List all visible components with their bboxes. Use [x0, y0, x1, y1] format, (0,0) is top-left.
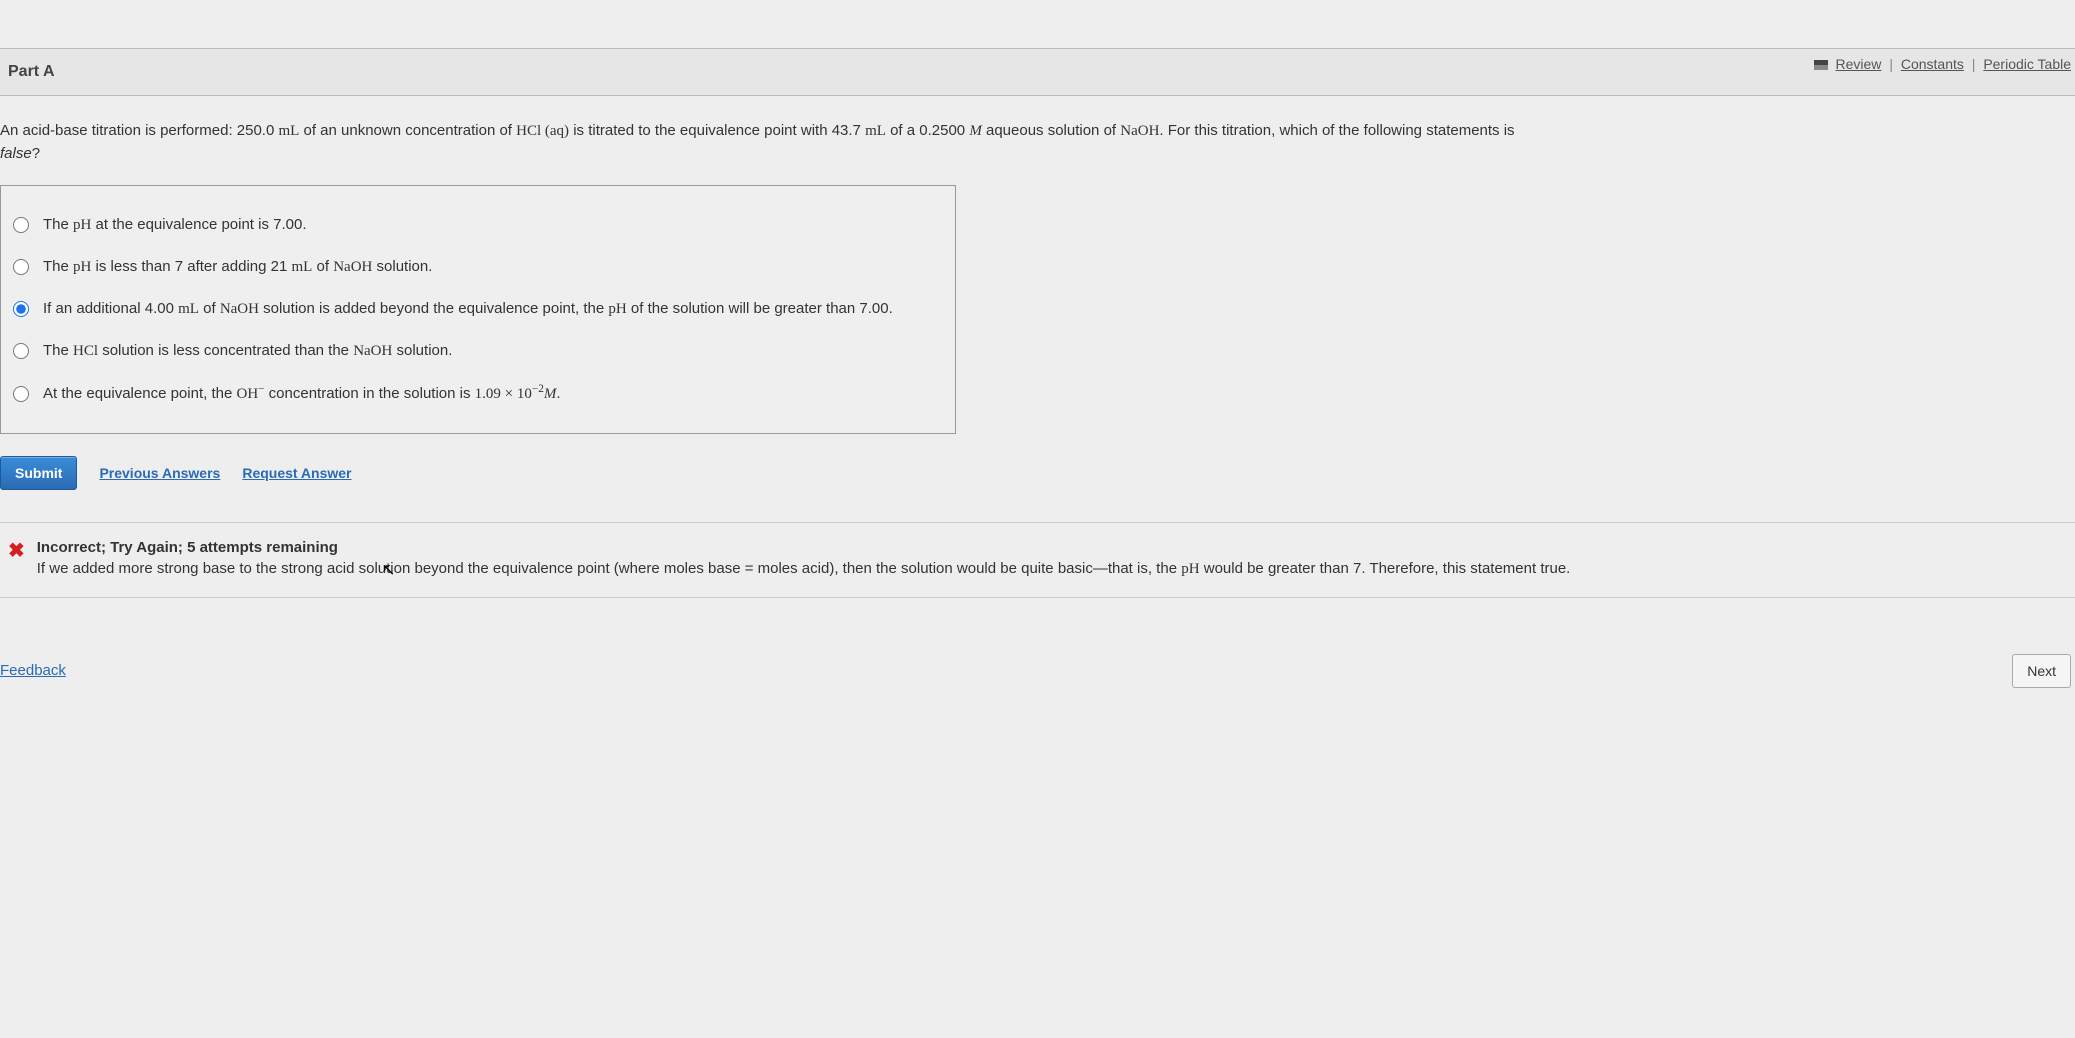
- option-d[interactable]: The HCl solution is less concentrated th…: [13, 330, 943, 372]
- option-a-radio[interactable]: [13, 217, 29, 233]
- option-e[interactable]: At the equivalence point, the OH− concen…: [13, 372, 943, 415]
- option-b[interactable]: The pH is less than 7 after adding 21 mL…: [13, 246, 943, 288]
- review-link[interactable]: Review: [1836, 56, 1882, 72]
- constants-link[interactable]: Constants: [1901, 56, 1964, 72]
- option-b-radio[interactable]: [13, 259, 29, 275]
- option-a[interactable]: The pH at the equivalence point is 7.00.: [13, 204, 943, 246]
- option-c-radio[interactable]: [13, 301, 29, 317]
- bottom-row: Feedback Next: [0, 654, 2075, 688]
- option-e-radio[interactable]: [13, 386, 29, 402]
- request-answer-link[interactable]: Request Answer: [242, 465, 351, 481]
- option-e-label: At the equivalence point, the OH− concen…: [43, 382, 561, 405]
- next-button[interactable]: Next: [2012, 654, 2071, 688]
- feedback-link[interactable]: Feedback: [0, 662, 66, 679]
- answer-options-container: The pH at the equivalence point is 7.00.…: [0, 185, 956, 434]
- question-prompt: An acid-base titration is performed: 250…: [0, 96, 2075, 185]
- option-c-label: If an additional 4.00 mL of NaOH solutio…: [43, 298, 893, 320]
- feedback-title: Incorrect; Try Again; 5 attempts remaini…: [37, 539, 1571, 556]
- option-b-label: The pH is less than 7 after adding 21 mL…: [43, 256, 432, 278]
- feedback-body: If we added more strong base to the stro…: [37, 558, 1571, 581]
- part-label: Part A: [8, 63, 55, 80]
- feedback-panel: ✖ Incorrect; Try Again; 5 attempts remai…: [0, 522, 2075, 598]
- option-c[interactable]: If an additional 4.00 mL of NaOH solutio…: [13, 288, 943, 330]
- incorrect-icon: ✖: [8, 541, 25, 561]
- option-d-radio[interactable]: [13, 343, 29, 359]
- separator: |: [1972, 56, 1976, 72]
- option-d-label: The HCl solution is less concentrated th…: [43, 340, 452, 362]
- separator: |: [1889, 56, 1893, 72]
- top-links-bar: Review | Constants | Periodic Table: [1814, 56, 2075, 72]
- periodic-table-link[interactable]: Periodic Table: [1983, 56, 2071, 72]
- option-a-label: The pH at the equivalence point is 7.00.: [43, 214, 307, 236]
- part-header: Part A: [0, 48, 2075, 96]
- feedback-content: Incorrect; Try Again; 5 attempts remaini…: [37, 539, 1571, 581]
- submit-button[interactable]: Submit: [0, 456, 77, 490]
- flag-icon: [1814, 60, 1828, 70]
- actions-row: Submit Previous Answers Request Answer: [0, 456, 2075, 490]
- previous-answers-link[interactable]: Previous Answers: [99, 465, 220, 481]
